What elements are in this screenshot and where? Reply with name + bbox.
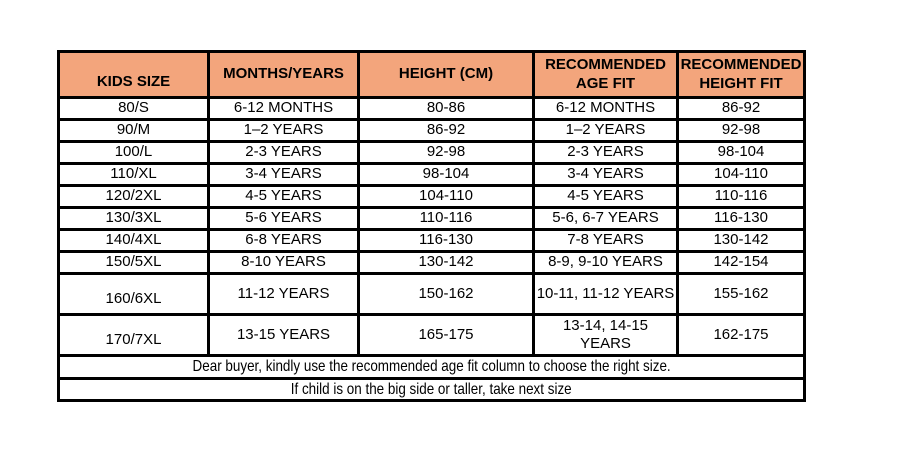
kids-size-cell: 120/2XL <box>57 184 210 209</box>
age-fit-cell: 13-14, 14-15 YEARS <box>532 313 679 357</box>
height-fit-cell: 110-116 <box>676 184 806 209</box>
height-cm-cell: 130-142 <box>357 250 535 275</box>
header-row: KIDS SIZE MONTHS/YEARS HEIGHT (CM) RECOM… <box>57 50 806 99</box>
kids-size-cell: 100/L <box>57 140 210 165</box>
age-fit-cell: 6-12 MONTHS <box>532 96 679 121</box>
age-fit-cell: 5-6, 6-7 YEARS <box>532 206 679 231</box>
header-recommended-height-fit: RECOMMENDED HEIGHT FIT <box>676 50 806 99</box>
height-cm-cell: 110-116 <box>357 206 535 231</box>
table-row-130-3xl: 130/3XL 5-6 YEARS 110-116 5-6, 6-7 YEARS… <box>57 206 806 231</box>
height-fit-cell: 116-130 <box>676 206 806 231</box>
table-row-160-6xl: 160/6XL 11-12 YEARS 150-162 10-11, 11-12… <box>57 272 806 316</box>
header-recommended-age-fit: RECOMMENDED AGE FIT <box>532 50 679 99</box>
table-row-140-4xl: 140/4XL 6-8 YEARS 116-130 7-8 YEARS 130-… <box>57 228 806 253</box>
height-fit-cell: 104-110 <box>676 162 806 187</box>
height-cm-cell: 86-92 <box>357 118 535 143</box>
height-fit-cell: 155-162 <box>676 272 806 316</box>
kids-size-table: KIDS SIZE MONTHS/YEARS HEIGHT (CM) RECOM… <box>57 50 806 402</box>
months-years-cell: 11-12 YEARS <box>207 272 360 316</box>
kids-size-cell: 150/5XL <box>57 250 210 275</box>
months-years-cell: 6-8 YEARS <box>207 228 360 253</box>
kids-size-cell: 90/M <box>57 118 210 143</box>
age-fit-cell: 3-4 YEARS <box>532 162 679 187</box>
months-years-cell: 1–2 YEARS <box>207 118 360 143</box>
age-fit-cell: 1–2 YEARS <box>532 118 679 143</box>
age-fit-cell: 8-9, 9-10 YEARS <box>532 250 679 275</box>
kids-size-cell: 110/XL <box>57 162 210 187</box>
table-row-110xl: 110/XL 3-4 YEARS 98-104 3-4 YEARS 104-11… <box>57 162 806 187</box>
months-years-cell: 6-12 MONTHS <box>207 96 360 121</box>
height-fit-cell: 162-175 <box>676 313 806 357</box>
height-cm-cell: 165-175 <box>357 313 535 357</box>
note-text-bigger-size: If child is on the big side or taller, t… <box>291 380 572 398</box>
age-fit-cell: 4-5 YEARS <box>532 184 679 209</box>
height-fit-cell: 142-154 <box>676 250 806 275</box>
header-kids-size: KIDS SIZE <box>57 50 210 99</box>
size-chart: KIDS SIZE MONTHS/YEARS HEIGHT (CM) RECOM… <box>57 50 806 402</box>
months-years-cell: 5-6 YEARS <box>207 206 360 231</box>
kids-size-cell: 170/7XL <box>57 313 210 357</box>
height-cm-cell: 116-130 <box>357 228 535 253</box>
note-cell: Dear buyer, kindly use the recommended a… <box>57 354 806 380</box>
table-row-170-7xl: 170/7XL 13-15 YEARS 165-175 13-14, 14-15… <box>57 313 806 357</box>
kids-size-cell: 130/3XL <box>57 206 210 231</box>
kids-size-cell: 160/6XL <box>57 272 210 316</box>
age-fit-cell: 2-3 YEARS <box>532 140 679 165</box>
height-cm-cell: 104-110 <box>357 184 535 209</box>
height-cm-cell: 92-98 <box>357 140 535 165</box>
height-fit-cell: 130-142 <box>676 228 806 253</box>
table-row-150-5xl: 150/5XL 8-10 YEARS 130-142 8-9, 9-10 YEA… <box>57 250 806 275</box>
note-cell: If child is on the big side or taller, t… <box>57 376 806 402</box>
age-fit-cell: 10-11, 11-12 YEARS <box>532 272 679 316</box>
height-cm-cell: 150-162 <box>357 272 535 316</box>
kids-size-cell: 80/S <box>57 96 210 121</box>
months-years-cell: 4-5 YEARS <box>207 184 360 209</box>
table-row-90m: 90/M 1–2 YEARS 86-92 1–2 YEARS 92-98 <box>57 118 806 143</box>
height-fit-cell: 98-104 <box>676 140 806 165</box>
header-months-years: MONTHS/YEARS <box>207 50 360 99</box>
age-fit-cell: 7-8 YEARS <box>532 228 679 253</box>
note-row-age-fit: Dear buyer, kindly use the recommended a… <box>57 354 806 380</box>
table-row-120-2xl: 120/2XL 4-5 YEARS 104-110 4-5 YEARS 110-… <box>57 184 806 209</box>
months-years-cell: 13-15 YEARS <box>207 313 360 357</box>
table-row-80s: 80/S 6-12 MONTHS 80-86 6-12 MONTHS 86-92 <box>57 96 806 121</box>
note-text-age-fit: Dear buyer, kindly use the recommended a… <box>192 358 671 375</box>
months-years-cell: 8-10 YEARS <box>207 250 360 275</box>
header-height-cm: HEIGHT (CM) <box>357 50 535 99</box>
months-years-cell: 2-3 YEARS <box>207 140 360 165</box>
note-row-bigger-size: If child is on the big side or taller, t… <box>57 376 806 402</box>
height-fit-cell: 92-98 <box>676 118 806 143</box>
months-years-cell: 3-4 YEARS <box>207 162 360 187</box>
kids-size-cell: 140/4XL <box>57 228 210 253</box>
table-row-100l: 100/L 2-3 YEARS 92-98 2-3 YEARS 98-104 <box>57 140 806 165</box>
height-cm-cell: 98-104 <box>357 162 535 187</box>
height-fit-cell: 86-92 <box>676 96 806 121</box>
height-cm-cell: 80-86 <box>357 96 535 121</box>
